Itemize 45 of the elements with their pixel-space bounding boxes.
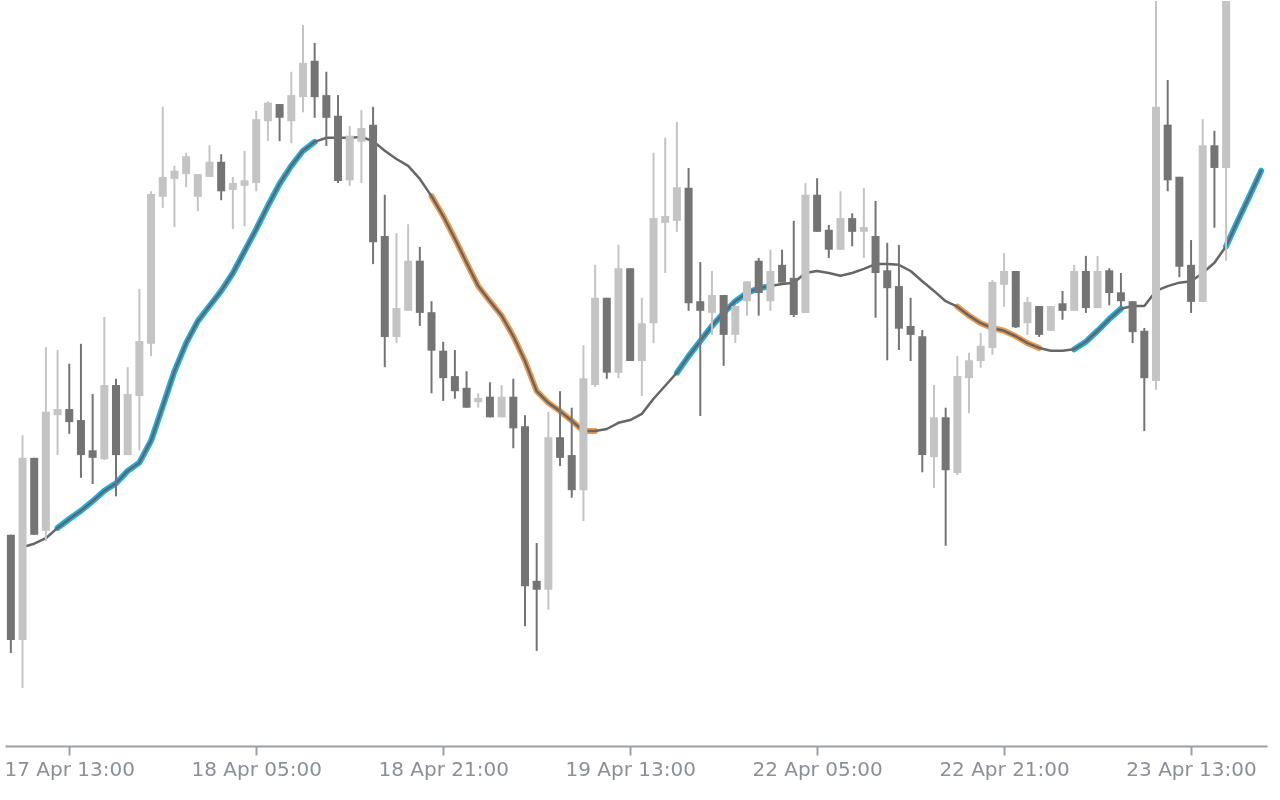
candlestick xyxy=(824,223,833,259)
candlestick xyxy=(1105,267,1114,307)
candlestick xyxy=(1210,129,1219,229)
candlestick xyxy=(53,349,62,457)
candlestick xyxy=(532,542,541,652)
candlestick xyxy=(240,149,249,228)
candlestick xyxy=(205,144,214,178)
candlestick xyxy=(778,248,787,284)
candlestick xyxy=(707,269,716,336)
x-tick-label: 17 Apr 13:00 xyxy=(4,756,135,781)
candlestick xyxy=(158,105,167,209)
candlestick xyxy=(1116,272,1125,308)
candlestick xyxy=(1000,252,1009,308)
candlestick xyxy=(322,70,331,147)
candlestick xyxy=(170,164,179,229)
x-tick-label: 19 Apr 13:00 xyxy=(565,756,696,781)
candlestick xyxy=(661,136,670,275)
candlestick xyxy=(976,331,985,369)
candlestick xyxy=(193,173,202,213)
candlestick xyxy=(1023,296,1032,336)
candlestick xyxy=(906,296,915,362)
x-tick-label: 18 Apr 05:00 xyxy=(191,756,322,781)
candlestick xyxy=(65,362,74,435)
candlestick xyxy=(450,349,459,400)
candlestick xyxy=(848,212,857,248)
candlestick xyxy=(263,100,272,143)
candlestick xyxy=(357,109,366,185)
candlestick xyxy=(228,175,237,231)
candlestick xyxy=(182,151,191,189)
candlestick xyxy=(497,384,506,419)
candlestick xyxy=(743,280,752,317)
candlestick xyxy=(462,370,471,409)
candlestick xyxy=(275,103,284,143)
x-tick-label: 22 Apr 21:00 xyxy=(939,756,1070,781)
candlestick xyxy=(883,241,892,362)
candlestick xyxy=(556,390,565,468)
x-tick-label: 23 Apr 13:00 xyxy=(1126,756,1257,781)
candlestick xyxy=(859,186,868,259)
candlestick xyxy=(965,351,974,415)
x-tick-label: 22 Apr 05:00 xyxy=(752,756,883,781)
x-tick-label: 18 Apr 21:00 xyxy=(378,756,509,781)
candlestick xyxy=(696,261,705,417)
candlestick xyxy=(88,392,97,485)
candlestick xyxy=(1058,289,1067,321)
candlestick xyxy=(485,381,494,419)
